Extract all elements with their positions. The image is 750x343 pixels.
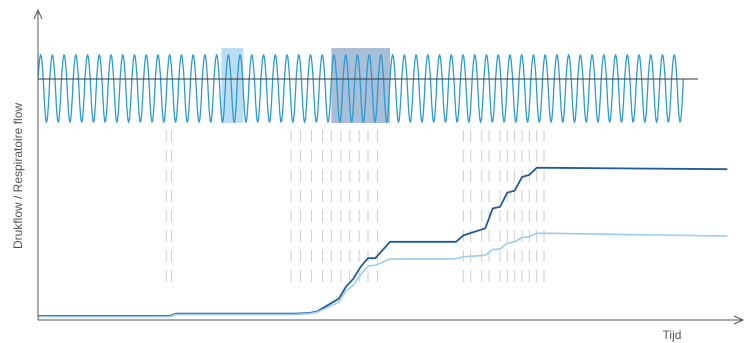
y-axis-arrow: [33, 8, 43, 20]
flow-waveform: [37, 53, 684, 124]
x-axis-label: Tijd: [663, 328, 682, 342]
pressure-line-light: [38, 232, 728, 318]
x-axis-arrow: [733, 315, 745, 325]
event-marks: [165, 130, 545, 282]
series-layer: [37, 53, 728, 318]
y-axis-label: Drukflow / Respiratoire flow: [11, 103, 25, 249]
pressure-line-dark: [38, 166, 728, 317]
